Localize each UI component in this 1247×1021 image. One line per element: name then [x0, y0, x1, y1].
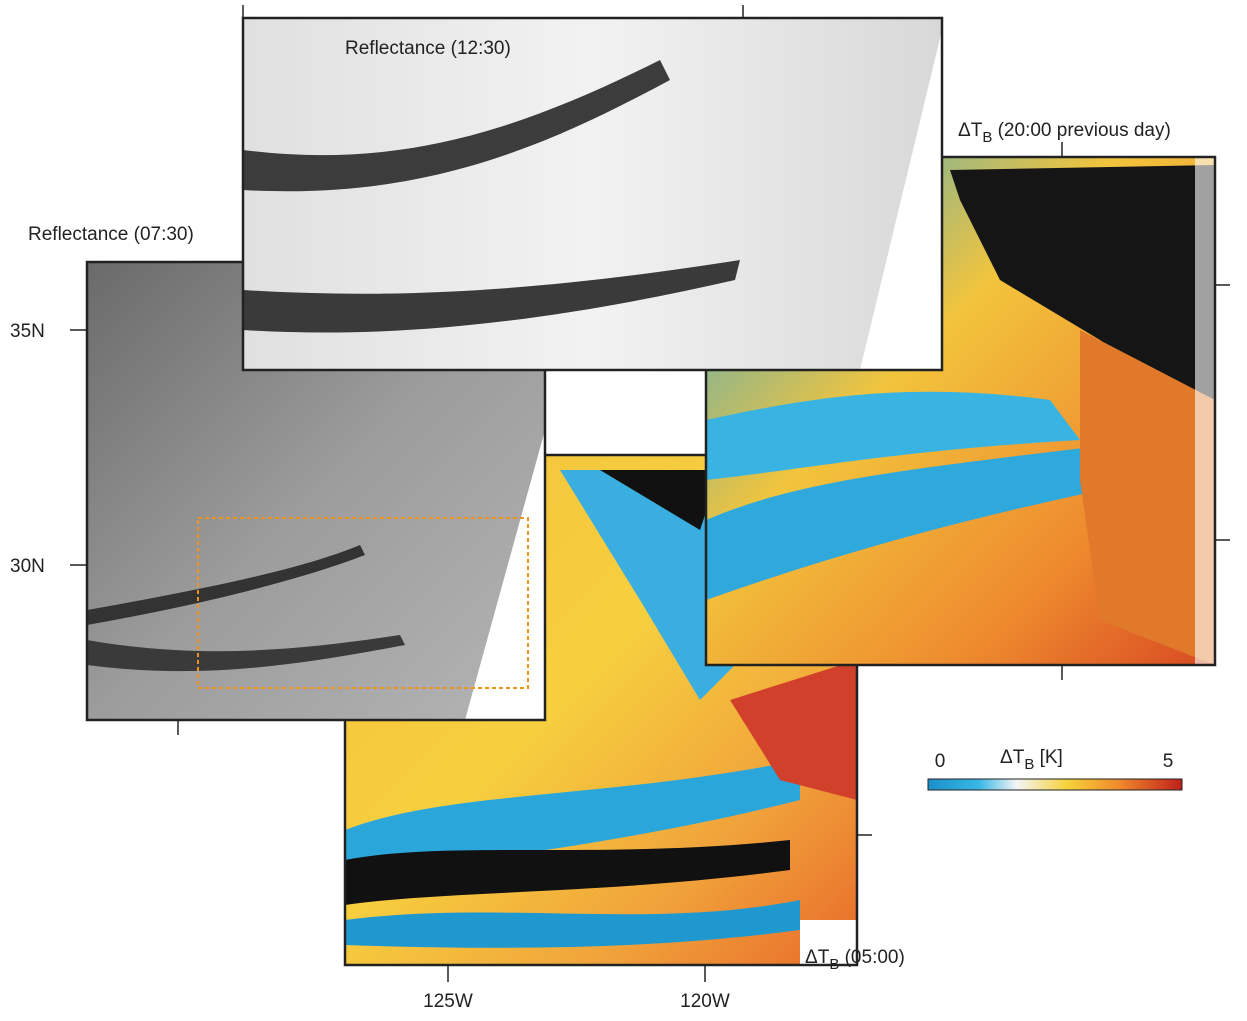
colorbar: 0 5 ΔTB [K] — [928, 747, 1182, 790]
colorbar-title: ΔTB [K] — [1000, 747, 1063, 773]
figure: Reflectance (07:30) Reflectance (12:30) … — [0, 0, 1247, 1016]
label-part: B — [829, 956, 839, 973]
label-part: Reflectance — [28, 224, 128, 245]
label-part: (05:00) — [845, 947, 905, 968]
label-part: (20:00 previous day) — [998, 120, 1171, 141]
label-part: ΔT — [805, 947, 830, 968]
longitude-label: 120W — [680, 991, 730, 1012]
colorbar-max: 5 — [1163, 751, 1174, 772]
panel-label: ΔTB (20:00 previous day) — [958, 120, 1171, 146]
label-part: Reflectance — [345, 38, 445, 59]
latitude-label: 30N — [10, 556, 45, 577]
label-part: B — [1024, 756, 1034, 773]
label-part: B — [982, 129, 992, 146]
panel-label: Reflectance (07:30) — [28, 224, 194, 245]
panel-label: Reflectance (12:30) — [345, 38, 511, 59]
label-part: ΔT — [958, 120, 983, 141]
panel-label: ΔTB (05:00) — [805, 947, 905, 973]
latitude-label: 35N — [10, 321, 45, 342]
longitude-label: 125W — [423, 991, 473, 1012]
label-part: (07:30) — [134, 224, 194, 245]
label-part: ΔT — [1000, 747, 1025, 768]
label-part: [K] — [1040, 747, 1063, 768]
label-part: (12:30) — [451, 38, 511, 59]
panel-reflectance-1230 — [243, 18, 942, 370]
colorbar-min: 0 — [935, 751, 946, 772]
